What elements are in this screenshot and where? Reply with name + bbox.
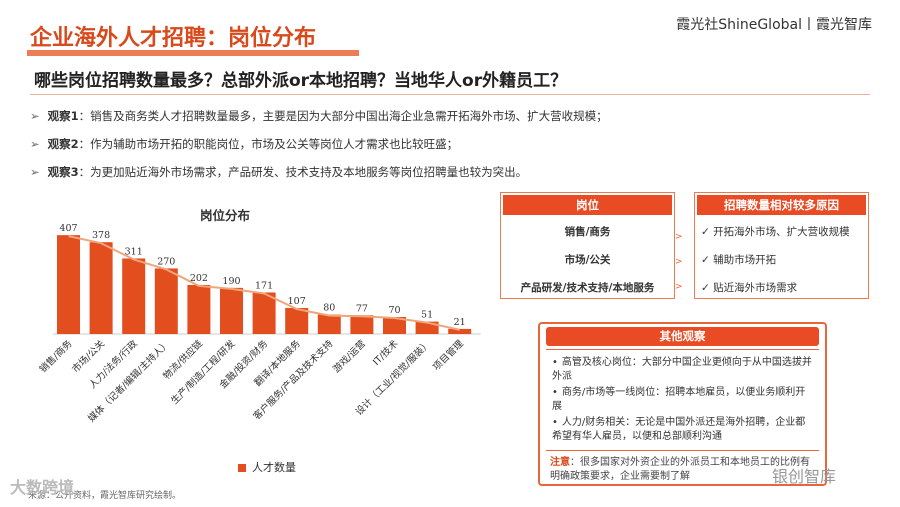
role-cell: 产品研发/技术支持/本地服务 — [520, 282, 655, 294]
role-cell: 销售/商务 — [564, 226, 611, 238]
reason-cell: ✓ 开拓海外市场、扩大营收规模 — [701, 226, 850, 238]
other-observations-box: 其他观察 • 高管及核心岗位：大部分中国企业更倾向于从中国选拔并外派 • 商务/市场… — [538, 322, 827, 486]
data-label: 77 — [356, 303, 368, 314]
legend-label: 人才数量 — [252, 461, 296, 474]
legend-swatch — [238, 464, 246, 472]
data-label: 378 — [92, 230, 110, 241]
reason-header: 招聘数量相对较多原因 — [697, 195, 866, 215]
data-label: 80 — [323, 303, 335, 314]
bar — [448, 328, 472, 334]
brand-logo-text: 霞光社ShineGlobal丨霞光智库 — [676, 17, 872, 33]
category-label: 项目管理 — [430, 337, 466, 373]
data-label: 51 — [421, 310, 433, 321]
page-title: 企业海外人才招聘：岗位分布 — [30, 26, 317, 51]
role-cell: 市场/公关 — [564, 254, 611, 266]
data-label: 202 — [190, 273, 208, 284]
arrow-icon: ➢ — [30, 165, 40, 179]
observation-2: ➢ 观察2：作为辅助市场开拓的职能岗位，市场及公关等岗位人才需求也比较旺盛； — [30, 136, 458, 152]
role-header: 岗位 — [503, 195, 672, 215]
data-label: 190 — [222, 276, 240, 287]
arrow-icon: ➢ — [30, 137, 40, 151]
observation-text: ：销售及商务类人才招聘数量最多，主要是因为大部分中国出海企业急需开拓海外市场、扩… — [78, 109, 608, 123]
observation-key: 观察1 — [47, 109, 79, 123]
check-icon: ✓ — [701, 282, 710, 294]
bar — [285, 308, 309, 334]
data-label: 407 — [59, 223, 77, 234]
bar — [154, 268, 178, 334]
chevron-right-icon: > — [675, 282, 683, 292]
subtitle-divider — [30, 94, 870, 95]
data-label: 107 — [288, 296, 306, 307]
role-table: 岗位 销售/商务 市场/公关 产品研发/技术支持/本地服务 — [500, 192, 675, 299]
bar — [317, 314, 341, 334]
note-item: • 商务/市场等一线岗位：招聘本地雇员，以便业务顺利开展 — [552, 387, 806, 412]
chart-title: 岗位分布 — [200, 208, 251, 223]
observation-3: ➢ 观察3：为更加贴近海外市场需求，产品研发、技术支持及本地服务等岗位招聘量也较为… — [30, 164, 527, 180]
note-item: • 人力/财务相关：无论是中国外派还是海外招聘，企业都希望有华人雇员，以便和总部顺… — [552, 417, 806, 442]
page-subtitle: 哪些岗位招聘数量最多？总部外派or本地招聘？当地华人or外籍员工？ — [34, 71, 568, 91]
arrow-icon: ➢ — [30, 109, 40, 123]
observation-1: ➢ 观察1：销售及商务类人才招聘数量最多，主要是因为大部分中国出海企业急需开拓海外… — [30, 108, 608, 124]
data-label: 171 — [255, 280, 273, 291]
watermark-right: 银创智库 — [772, 467, 837, 486]
observation-text: ：作为辅助市场开拓的职能岗位，市场及公关等岗位人才需求也比较旺盛； — [78, 137, 459, 151]
chevron-right-icon: > — [675, 257, 683, 267]
bar — [252, 292, 276, 334]
chart-legend: 人才数量 — [238, 459, 296, 475]
bar — [350, 315, 374, 334]
chevron-arrows: > > > — [675, 205, 693, 295]
bar — [220, 287, 243, 334]
bar — [122, 258, 146, 334]
data-label: 70 — [388, 305, 400, 316]
reason-cell: ✓ 贴近海外市场需求 — [701, 282, 798, 294]
observation-key: 观察2 — [47, 137, 79, 151]
note-footer: 注意：很多国家对外资企业的外派员工和本地员工的比例有明确政策要求，企业需要制了解 — [550, 457, 810, 482]
category-label: IT/技术 — [370, 337, 401, 368]
data-label: 21 — [454, 317, 466, 328]
check-icon: ✓ — [701, 254, 710, 266]
bar — [187, 284, 211, 334]
other-observations-header: 其他观察 — [546, 327, 819, 346]
note-item: • 高管及核心岗位：大部分中国企业更倾向于从中国选拔并外派 — [552, 357, 812, 382]
title-underline — [27, 50, 359, 56]
reason-table: 招聘数量相对较多原因 ✓ 开拓海外市场、扩大营收规模 ✓ 辅助市场开拓 ✓ 贴近… — [694, 192, 869, 299]
watermark-left: 大数跨境 — [10, 478, 75, 497]
reason-cell: ✓ 辅助市场开拓 — [701, 254, 777, 266]
data-label: 311 — [125, 246, 143, 257]
bar — [383, 317, 406, 334]
observation-key: 观察3 — [47, 165, 79, 179]
category-label: 游戏/运营 — [330, 338, 368, 376]
observation-text: ：为更加贴近海外市场需求，产品研发、技术支持及本地服务等岗位招聘量也较为突出。 — [78, 165, 528, 179]
chevron-right-icon: > — [675, 232, 683, 242]
category-label: 销售/商务 — [37, 337, 75, 375]
trend-line — [68, 235, 460, 331]
data-label: 270 — [157, 256, 175, 267]
bar — [57, 235, 80, 334]
source-note: 来源：公开资料，霞光智库研究绘制。 — [28, 491, 182, 501]
check-icon: ✓ — [701, 226, 710, 238]
bar — [89, 242, 113, 334]
